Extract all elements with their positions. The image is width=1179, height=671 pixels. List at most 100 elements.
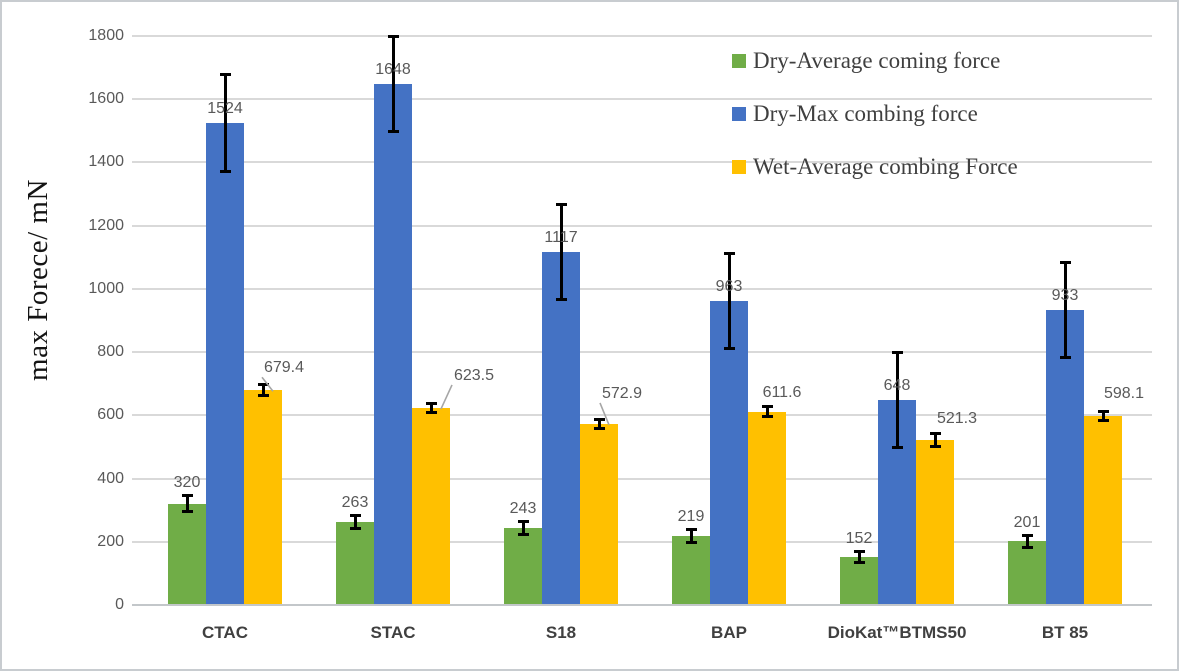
gridline xyxy=(132,98,1152,101)
data-label: 623.5 xyxy=(453,366,495,384)
category-label: CTAC xyxy=(202,623,248,642)
data-label: 963 xyxy=(715,277,743,295)
bar xyxy=(374,84,412,605)
error-bar-cap xyxy=(257,383,269,387)
gridline xyxy=(132,161,1152,164)
legend: Dry-Average coming force Dry-Max combing … xyxy=(732,44,1018,203)
data-label: 521.3 xyxy=(936,410,978,428)
error-bar-cap xyxy=(349,526,361,530)
bar xyxy=(504,528,542,605)
error-bar-cap xyxy=(517,533,529,537)
category-label: BAP xyxy=(711,623,747,642)
gridline xyxy=(132,414,1152,417)
error-bar xyxy=(223,73,227,174)
error-bar-cap xyxy=(181,494,193,498)
y-tick-label: 800 xyxy=(97,343,124,361)
error-bar-cap xyxy=(425,401,437,405)
error-bar xyxy=(857,549,861,564)
gridline xyxy=(132,351,1152,354)
bar xyxy=(1084,415,1122,605)
y-tick-label: 200 xyxy=(97,532,124,550)
x-axis-line xyxy=(132,604,1152,606)
error-bar-cap xyxy=(1097,419,1109,423)
data-label: 679.4 xyxy=(263,359,305,377)
bar xyxy=(1008,541,1046,605)
error-bar xyxy=(727,251,731,350)
error-bar xyxy=(689,527,693,544)
data-label: 933 xyxy=(1051,287,1079,305)
bar xyxy=(748,411,786,605)
error-bar-cap xyxy=(1021,533,1033,537)
error-bar-cap xyxy=(555,297,567,301)
error-bar-cap xyxy=(387,130,399,134)
error-bar xyxy=(521,520,525,537)
error-bar xyxy=(765,405,769,418)
bar xyxy=(710,300,748,605)
legend-item: Dry-Average coming force xyxy=(732,44,1018,77)
error-bar-cap xyxy=(891,446,903,450)
error-bar-cap xyxy=(181,510,193,514)
data-label: 219 xyxy=(677,507,705,525)
error-bar-cap xyxy=(1097,409,1109,413)
leader-line xyxy=(261,376,274,392)
legend-label: Wet-Average combing Force xyxy=(753,153,1018,179)
error-bar-cap xyxy=(723,346,735,350)
legend-item: Dry-Max combing force xyxy=(732,97,1018,130)
gridline xyxy=(132,224,1152,227)
data-label: 243 xyxy=(509,500,537,518)
y-tick-label: 1600 xyxy=(88,90,124,108)
data-label: 201 xyxy=(1013,513,1041,531)
error-bar-cap xyxy=(761,414,773,418)
error-bar-cap xyxy=(593,417,605,421)
error-bar-cap xyxy=(929,432,941,436)
error-bar xyxy=(933,432,937,449)
leader-line xyxy=(440,384,453,410)
error-bar-cap xyxy=(723,251,735,255)
error-bar-cap xyxy=(425,411,437,415)
legend-swatch-icon xyxy=(732,53,746,68)
gridline xyxy=(132,35,1152,37)
legend-item: Wet-Average combing Force xyxy=(732,150,1018,183)
bar xyxy=(1046,310,1084,605)
error-bar xyxy=(559,202,563,301)
error-bar-cap xyxy=(685,540,697,544)
data-label: 598.1 xyxy=(1103,384,1145,402)
legend-swatch-icon xyxy=(732,106,746,121)
error-bar-cap xyxy=(219,170,231,174)
legend-label: Dry-Max combing force xyxy=(753,100,978,126)
bar xyxy=(244,390,282,605)
error-bar-cap xyxy=(761,405,773,409)
data-label: 1648 xyxy=(375,61,411,79)
error-bar-cap xyxy=(1059,356,1071,360)
error-bar xyxy=(185,494,189,514)
gridline xyxy=(132,477,1152,480)
gridline xyxy=(132,287,1152,290)
error-bar xyxy=(1063,261,1067,360)
error-bar xyxy=(597,417,601,431)
error-bar xyxy=(429,401,433,415)
bar xyxy=(840,556,878,605)
bar xyxy=(412,407,450,605)
error-bar-cap xyxy=(853,560,865,564)
error-bar-cap xyxy=(685,527,697,531)
error-bar xyxy=(1101,409,1105,423)
y-tick-label: 1000 xyxy=(88,279,124,297)
gridline xyxy=(132,540,1152,543)
error-bar xyxy=(261,383,265,398)
error-bar xyxy=(895,351,899,450)
bar xyxy=(542,251,580,605)
legend-label: Dry-Average coming force xyxy=(753,47,1001,73)
category-label: S18 xyxy=(545,623,577,642)
error-bar-cap xyxy=(593,427,605,431)
bar xyxy=(336,521,374,605)
error-bar-cap xyxy=(219,73,231,77)
y-tick-label: 400 xyxy=(97,469,124,487)
data-label: 1524 xyxy=(207,100,243,118)
error-bar-cap xyxy=(1059,261,1071,265)
legend-swatch-icon xyxy=(732,159,746,174)
y-tick-label: 1200 xyxy=(88,216,124,234)
y-tick-label: 1800 xyxy=(88,27,124,44)
data-label: 648 xyxy=(883,377,911,395)
category-label: BT 85 xyxy=(1041,623,1089,642)
